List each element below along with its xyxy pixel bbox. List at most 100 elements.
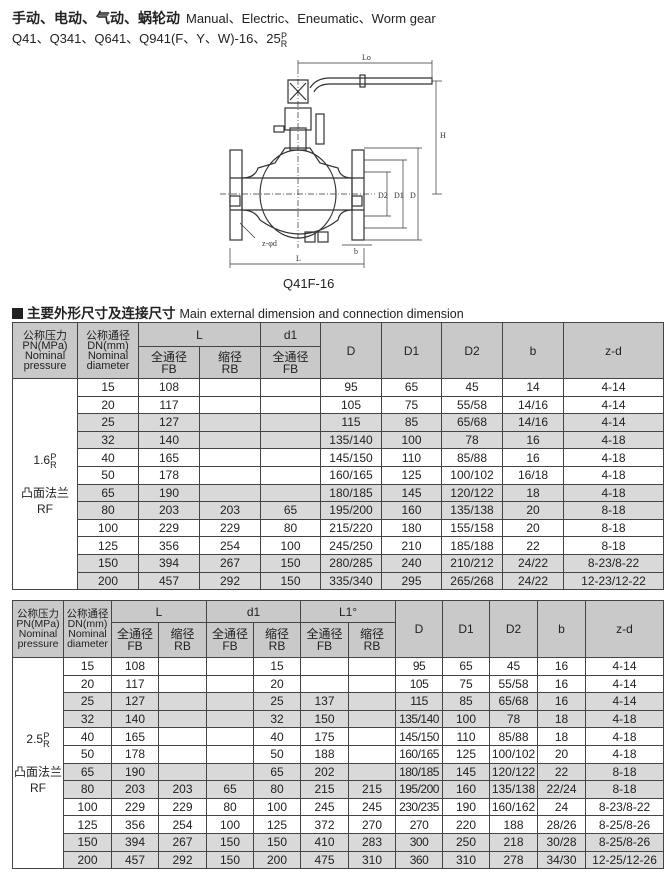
table-cell: 18	[537, 709, 587, 729]
table-cell: 145	[381, 483, 442, 503]
table-row: 50 178 160/165 125 100/102 16/18 4-18	[13, 465, 664, 485]
table-row: 50 178 50 188 160/165 125 100/102 20 4-18	[13, 744, 665, 764]
table-cell: 8-18	[563, 501, 664, 520]
table-cell: 108	[111, 657, 159, 676]
table-cell: 140	[138, 430, 200, 450]
table-cell: 195/200	[320, 501, 382, 520]
table-cell	[158, 674, 207, 694]
header-D: D	[320, 322, 382, 379]
table-cell: 95	[395, 657, 444, 676]
table-cell	[260, 448, 321, 467]
table-cell: 270	[348, 815, 397, 834]
table-cell: 270	[395, 815, 444, 834]
table-cell: 14	[502, 378, 564, 397]
table-cell: 125	[442, 744, 491, 764]
table-cell: 160/165	[395, 744, 444, 764]
table-cell: 8-18	[585, 780, 665, 799]
table-cell: 120/122	[489, 762, 539, 782]
table-cell	[348, 692, 397, 711]
table-cell: 372	[300, 815, 350, 834]
table-cell: 4-18	[585, 709, 665, 729]
suffix-p: P	[281, 31, 288, 41]
table-cell: 137	[300, 692, 350, 711]
header-L1-rb: 缩径 RB	[348, 622, 397, 658]
table-cell: 80	[252, 780, 302, 799]
table-cell: 185/188	[441, 536, 503, 555]
table-cell: 25	[63, 692, 112, 711]
section-title-en: Main external dimension and connection d…	[179, 307, 464, 321]
table-cell: 180/185	[320, 483, 382, 503]
table-cell: 178	[138, 465, 200, 485]
section-title-cn: 主要外形尺寸及连接尺寸	[27, 306, 176, 321]
table-cell	[199, 413, 261, 432]
dimension-table-pn16: 公称压力 PN(MPa) Nominal pressure 公称通径 DN(mm) Nom…	[12, 322, 664, 591]
table-row: 125 356 254 100 245/250 210 185/188 22 8-18	[13, 536, 664, 555]
header-L-rb: 缩径 RB	[199, 346, 261, 379]
table-cell: 292	[158, 850, 207, 870]
table-cell: 229	[138, 518, 200, 538]
table-cell: 45	[441, 378, 503, 397]
table-cell: 155/158	[441, 518, 503, 538]
table-row: 65 190 180/185 145 120/122 18 4-18	[13, 483, 664, 503]
table-cell: 245	[300, 797, 350, 817]
table-cell: 20	[502, 501, 564, 520]
title-cn: 手动、电动、气动、蜗轮动	[12, 10, 180, 26]
pressure-cell: 1.6P R 凸面法兰 RF	[12, 377, 78, 591]
table-cell: 8-23/8-22	[585, 797, 665, 817]
table-row: 40 165 145/150 110 85/88 16 4-18	[13, 448, 664, 467]
table-row: 200 457 292 150 200 475 310 360 310 278 34/30 12-25…	[13, 850, 665, 870]
table-cell: 55/58	[489, 674, 539, 694]
table-cell	[348, 744, 397, 764]
table-cell: 150	[206, 832, 254, 852]
table-cell: 8-18	[585, 762, 665, 782]
table-row: 150 394 267 150 280/285 240 210/212 24/22 8-23/8…	[13, 553, 664, 573]
table-cell: 220	[442, 815, 491, 834]
table-cell	[206, 674, 254, 694]
table-cell: 200	[252, 850, 302, 870]
table-cell: 22	[502, 536, 564, 555]
table-cell: 65	[77, 483, 139, 503]
table-cell: 34/30	[537, 850, 587, 870]
table-cell: 150	[206, 850, 254, 870]
table-cell: 16	[502, 430, 564, 450]
table-cell: 25	[252, 692, 302, 711]
table-cell	[348, 762, 397, 782]
table-cell: 110	[442, 727, 491, 746]
table-cell: 229	[158, 797, 207, 817]
header-d1-fb: 全通径 FB	[260, 346, 321, 379]
valve-drawing: L Lo H D D1 D2 b z-φd	[220, 53, 446, 268]
table-cell: 80	[260, 518, 321, 538]
label-H: H	[440, 131, 446, 140]
table-cell: 180/185	[395, 762, 444, 782]
header-zd: z-d	[563, 322, 664, 379]
table-cell: 127	[138, 413, 200, 432]
table-cell: 203	[111, 780, 159, 799]
table-cell: 229	[111, 797, 159, 817]
table-cell: 140	[111, 709, 159, 729]
table-cell: 150	[260, 571, 321, 591]
table-cell: 267	[158, 832, 207, 852]
header-zd: z-d	[585, 600, 665, 658]
table-cell: 135/138	[441, 501, 503, 520]
table-cell: 100	[381, 430, 442, 450]
table-cell	[260, 413, 321, 432]
table-cell	[206, 692, 254, 711]
table-cell: 4-14	[563, 395, 664, 415]
table-cell: 210	[381, 536, 442, 555]
table-row: 32 140 135/140 100 78 16 4-18	[13, 430, 664, 450]
table-cell: 85	[442, 692, 491, 711]
table-cell: 356	[138, 536, 200, 555]
header-D2: D2	[489, 600, 539, 658]
table-cell: 16	[537, 674, 587, 694]
table-cell: 410	[300, 832, 350, 852]
table-cell	[260, 483, 321, 503]
table-cell: 100	[63, 797, 112, 817]
table-cell: 394	[138, 553, 200, 573]
table-cell: 150	[77, 553, 139, 573]
table-cell: 80	[63, 780, 112, 799]
table-cell: 267	[199, 553, 261, 573]
table-cell: 190	[442, 797, 491, 817]
table-cell: 145/150	[320, 448, 382, 467]
table-cell	[206, 657, 254, 676]
table-cell	[199, 430, 261, 450]
